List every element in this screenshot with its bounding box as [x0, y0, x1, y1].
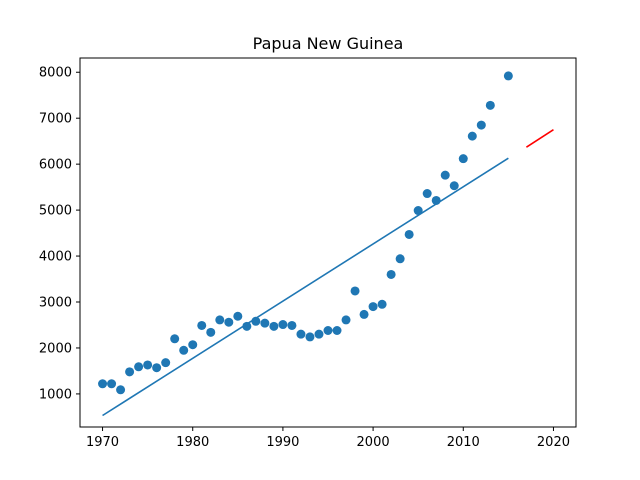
data-point: [224, 317, 234, 327]
y-tick-label: 3000: [39, 296, 72, 311]
data-point: [305, 332, 315, 342]
x-tick-label: 2000: [357, 435, 390, 450]
data-point: [458, 154, 468, 164]
y-tick-label: 5000: [39, 204, 72, 219]
x-tick-label: 2010: [447, 435, 480, 450]
data-point: [287, 320, 297, 330]
data-point: [368, 302, 378, 312]
axes-frame: [79, 57, 577, 428]
data-point: [485, 100, 495, 110]
trend-line: [102, 157, 509, 417]
plot-area: [98, 71, 554, 417]
data-point: [404, 229, 414, 239]
data-point: [395, 254, 405, 264]
y-tick-label: 7000: [39, 112, 72, 127]
data-point: [386, 269, 396, 279]
data-point: [152, 363, 162, 373]
y-tick-label: 4000: [39, 250, 72, 265]
data-point: [134, 362, 144, 372]
x-tick-label: 1980: [176, 435, 209, 450]
data-point: [422, 189, 432, 199]
data-point: [161, 358, 171, 368]
data-point: [341, 315, 351, 325]
x-axis: 1970 1980 1990 2000 2010 2020: [86, 427, 570, 450]
data-point: [323, 326, 333, 335]
data-point: [449, 181, 459, 191]
data-point: [476, 120, 486, 130]
data-point: [269, 321, 279, 331]
data-point: [332, 326, 342, 335]
data-point: [296, 329, 306, 339]
data-point: [107, 379, 117, 389]
y-tick-label: 2000: [39, 341, 72, 356]
data-point: [125, 367, 135, 377]
data-point: [278, 320, 288, 330]
y-axis: 1000 2000 3000 4000 5000 6000 7000 8000: [39, 66, 80, 402]
data-point: [143, 360, 153, 370]
data-point: [233, 311, 243, 321]
data-point: [413, 206, 423, 216]
data-point: [350, 286, 360, 296]
data-point: [503, 71, 513, 81]
data-point: [179, 345, 189, 355]
x-tick-label: 1990: [266, 435, 299, 450]
data-point: [197, 320, 207, 330]
chart-title: Papua New Guinea: [253, 34, 404, 53]
y-tick-label: 1000: [39, 387, 72, 402]
data-point: [170, 334, 180, 344]
data-point: [215, 315, 225, 325]
y-tick-label: 8000: [39, 66, 72, 81]
data-point: [242, 321, 252, 331]
data-point: [206, 327, 216, 337]
data-point: [440, 170, 450, 180]
data-point: [467, 131, 477, 141]
data-point: [116, 385, 126, 395]
data-point: [260, 318, 270, 328]
data-point: [314, 329, 324, 339]
x-tick-label: 1970: [86, 435, 119, 450]
data-point: [98, 379, 108, 389]
data-point: [359, 309, 369, 319]
data-point: [377, 299, 387, 309]
x-tick-label: 2020: [537, 435, 570, 450]
data-point: [188, 340, 198, 350]
y-tick-label: 6000: [39, 158, 72, 173]
forecast-line: [525, 129, 554, 148]
